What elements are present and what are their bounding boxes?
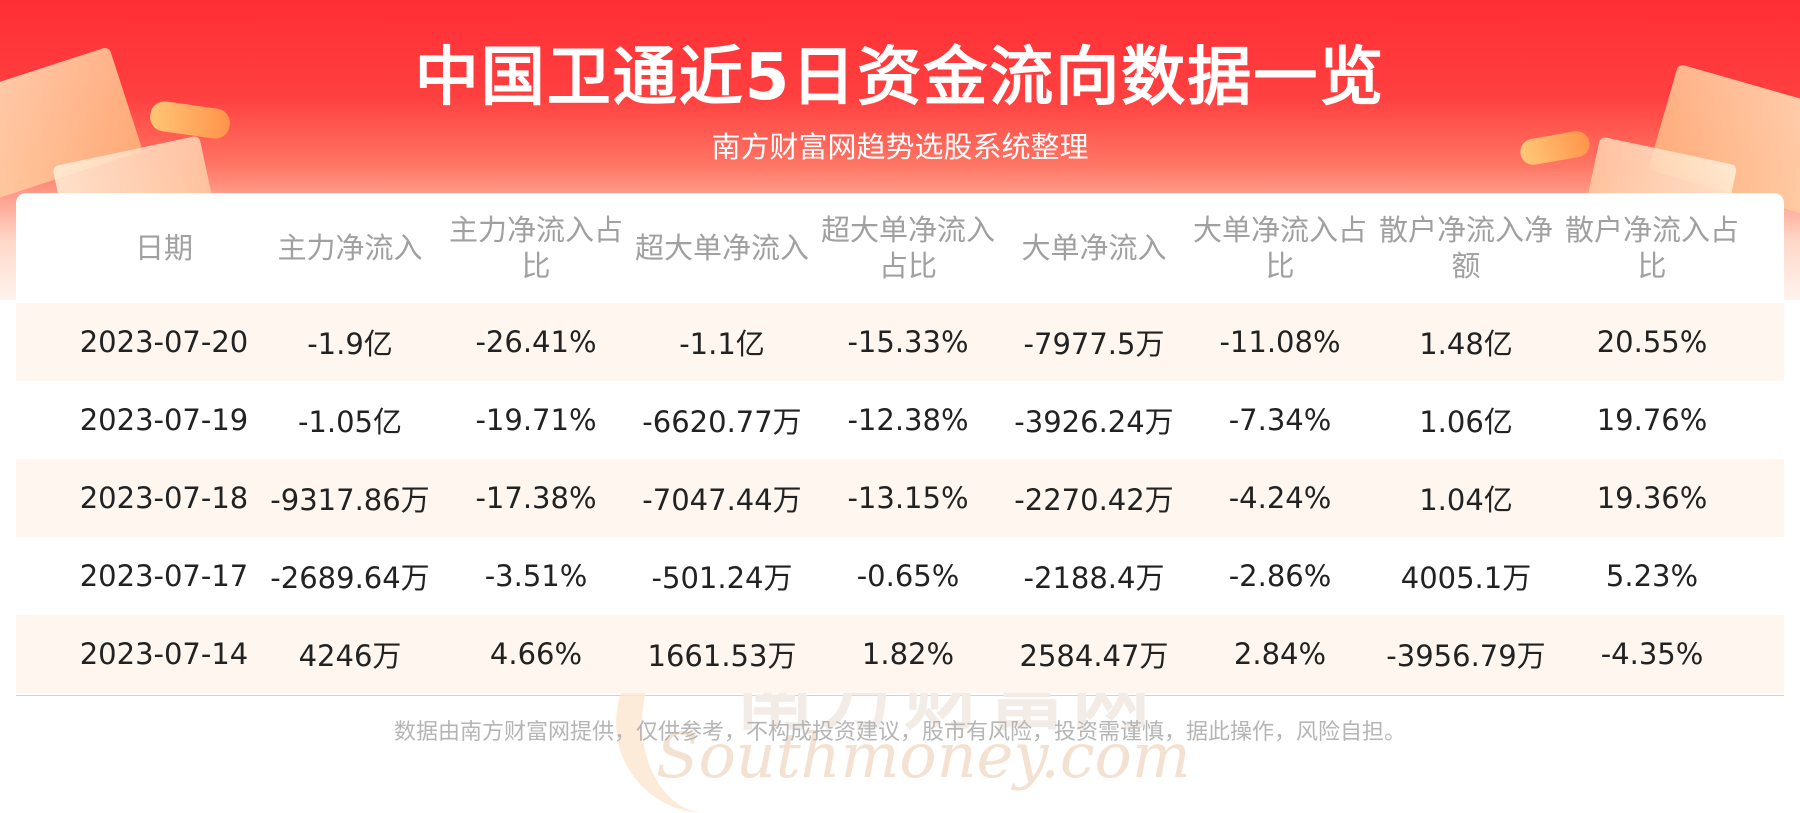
table-cell: -4.24%	[1228, 481, 1332, 515]
table-cell: -1.9亿	[307, 327, 393, 361]
table-cell: -2270.42万	[1014, 483, 1174, 517]
table-row: 2023-07-20 -1.9亿 -26.41% -1.1亿 -15.33% -…	[16, 303, 1784, 381]
table-cell: -12.38%	[847, 403, 969, 437]
table-cell: 4.66%	[489, 637, 583, 671]
table-cell: -1.05亿	[297, 405, 403, 439]
column-header: 超大单净流入占比	[820, 213, 995, 283]
table-cell: -9317.86万	[270, 483, 430, 517]
table-row: 2023-07-19 -1.05亿 -19.71% -6620.77万 -12.…	[16, 381, 1784, 459]
table-cell-date: 2023-07-19	[79, 403, 249, 437]
table-cell: -2188.4万	[1023, 561, 1165, 595]
column-header: 主力净流入占比	[448, 213, 623, 283]
table-cell: -0.65%	[856, 559, 960, 593]
table-cell: 19.76%	[1596, 403, 1708, 437]
table-cell: 5.23%	[1605, 559, 1699, 593]
table-cell: -1.1亿	[679, 327, 765, 361]
table-cell: -13.15%	[847, 481, 969, 515]
table-cell-date: 2023-07-18	[79, 481, 249, 515]
table-cell-date: 2023-07-14	[79, 637, 249, 671]
table-cell: -2689.64万	[270, 561, 430, 595]
table-cell: -26.41%	[475, 325, 597, 359]
column-header: 散户净流入净额	[1378, 213, 1553, 283]
data-table: 日期 主力净流入 主力净流入占比 超大单净流入 超大单净流入占比 大单净流入 大…	[16, 193, 1784, 813]
table-cell-date: 2023-07-17	[79, 559, 249, 593]
column-header: 散户净流入占比	[1564, 213, 1739, 283]
table-cell: -11.08%	[1219, 325, 1341, 359]
table-cell: 2584.47万	[1019, 639, 1169, 673]
table-cell: -6620.77万	[642, 405, 802, 439]
column-header: 日期	[134, 231, 193, 265]
table-cell: 2.84%	[1233, 637, 1327, 671]
table-cell: 20.55%	[1596, 325, 1708, 359]
table-cell: 1.06亿	[1419, 405, 1513, 439]
table-cell: -17.38%	[475, 481, 597, 515]
table-cell: -2.86%	[1228, 559, 1332, 593]
disclaimer-text: 数据由南方财富网提供，仅供参考，不构成投资建议，股市有风险，投资需谨慎，据此操作…	[393, 720, 1406, 745]
table-cell: 1661.53万	[647, 639, 797, 673]
table-cell: 4005.1万	[1400, 561, 1532, 595]
table-cell: -15.33%	[847, 325, 969, 359]
table-cell: -4.35%	[1600, 637, 1704, 671]
table-cell: 19.36%	[1596, 481, 1708, 515]
column-header: 主力净流入	[277, 231, 423, 265]
table-cell: 1.48亿	[1419, 327, 1513, 361]
table-row: 2023-07-17 -2689.64万 -3.51% -501.24万 -0.…	[16, 537, 1784, 615]
page-title: 中国卫通近5日资金流向数据一览	[414, 41, 1386, 115]
table-cell: -3926.24万	[1014, 405, 1174, 439]
table-cell: -3.51%	[484, 559, 588, 593]
column-header: 大单净流入	[1021, 231, 1167, 265]
table-cell: -7047.44万	[642, 483, 802, 517]
page-subtitle: 南方财富网趋势选股系统整理	[711, 130, 1089, 164]
table-header-row: 日期 主力净流入 主力净流入占比 超大单净流入 超大单净流入占比 大单净流入 大…	[16, 193, 1784, 303]
table-cell-date: 2023-07-20	[79, 325, 249, 359]
table-row: 2023-07-18 -9317.86万 -17.38% -7047.44万 -…	[16, 459, 1784, 537]
table-cell: -7977.5万	[1023, 327, 1165, 361]
column-header: 超大单净流入	[634, 231, 809, 265]
column-header: 大单净流入占比	[1192, 213, 1367, 283]
table-cell: -7.34%	[1228, 403, 1332, 437]
table-cell: -19.71%	[475, 403, 597, 437]
table-row: 2023-07-14 4246万 4.66% 1661.53万 1.82% 25…	[16, 615, 1784, 693]
table-cell: 1.82%	[861, 637, 955, 671]
table-cell: -3956.79万	[1386, 639, 1546, 673]
table-cell: 1.04亿	[1419, 483, 1513, 517]
table-cell: -501.24万	[651, 561, 793, 595]
table-cell: 4246万	[298, 639, 402, 673]
